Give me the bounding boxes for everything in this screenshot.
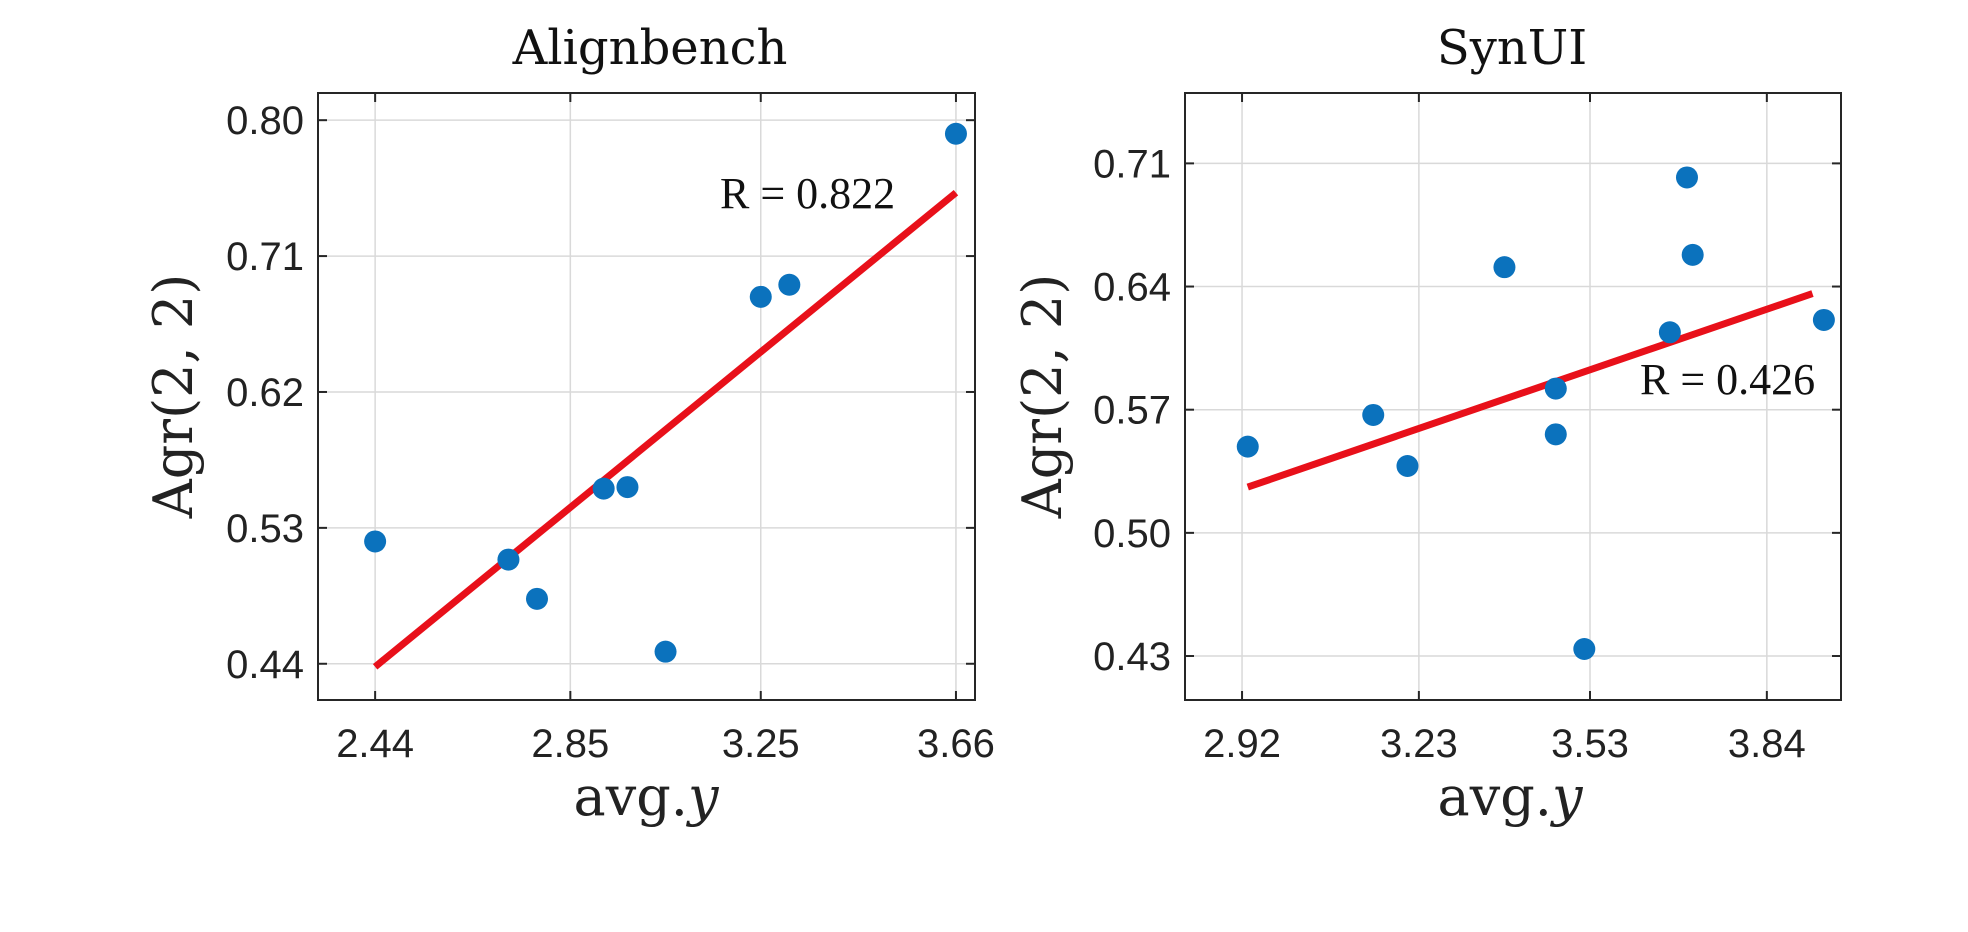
x-tick-label: 3.53	[1551, 722, 1629, 766]
chart-panel-alignbench: Alignbench 2.44 2.85 3.25 3.66 0.80 0.71 0.62 0…	[142, 20, 995, 828]
x-axis-label: avg.y	[1438, 765, 1584, 828]
y-tick-label: 0.80	[226, 99, 304, 143]
plot-frame	[317, 92, 976, 701]
y-tick-label: 0.64	[1093, 266, 1171, 310]
y-axis-label: Agr(2, 2)	[142, 274, 205, 520]
plot-frame	[1184, 92, 1842, 701]
scatter-point	[1396, 454, 1419, 477]
scatter-point	[1362, 403, 1385, 426]
y-tick-label: 0.44	[226, 643, 304, 687]
scatter-point	[1658, 321, 1681, 344]
y-tick-label: 0.43	[1093, 635, 1171, 679]
y-tick-label: 0.71	[1093, 142, 1171, 186]
scatter-point	[944, 122, 967, 145]
x-tick-label: 2.92	[1203, 722, 1281, 766]
x-axis-label-prefix: avg.	[574, 765, 688, 828]
y-tick-label: 0.50	[1093, 512, 1171, 556]
x-tick-label: 3.25	[722, 722, 800, 766]
y-tick-label: 0.53	[226, 507, 304, 551]
scatter-point	[654, 640, 677, 663]
regression-line	[1246, 290, 1814, 491]
y-tick-label: 0.71	[226, 235, 304, 279]
x-tick-label: 2.44	[336, 722, 414, 766]
chart-title: SynUI	[1437, 20, 1587, 76]
regression-line	[372, 189, 959, 670]
scatter-point	[1812, 308, 1835, 331]
scatter-point	[1493, 256, 1516, 279]
x-tick-label: 3.66	[917, 722, 995, 766]
x-axis-label-variable: y	[1550, 765, 1584, 828]
y-axis-label: Agr(2, 2)	[1011, 274, 1074, 520]
scatter-point	[592, 477, 615, 500]
scatter-point	[1573, 637, 1596, 660]
scatter-point	[1236, 435, 1259, 458]
scatter-point	[526, 587, 548, 610]
scatter-point	[364, 530, 387, 553]
chart-panel-synui: SynUI 2.92 3.23 3.53 3.84 0.71 0.64 0.57 0.50 0.…	[1011, 20, 1842, 828]
correlation-annotation: R = 0.822	[720, 169, 895, 218]
x-tick-label: 2.85	[531, 722, 609, 766]
x-axis-label-prefix: avg.	[1438, 765, 1552, 828]
correlation-annotation: R = 0.426	[1640, 355, 1815, 404]
scatter-point	[749, 285, 772, 308]
x-axis-label-variable: y	[686, 765, 720, 828]
x-axis-label: avg.y	[574, 765, 720, 828]
scatter-point	[497, 548, 520, 571]
scatter-point	[1544, 377, 1567, 400]
scatter-point	[1544, 423, 1567, 446]
y-tick-label: 0.62	[226, 371, 304, 415]
scatter-point	[1681, 243, 1704, 266]
scatter-point	[778, 273, 801, 296]
scatter-point	[616, 476, 639, 499]
y-tick-label: 0.57	[1093, 389, 1171, 433]
x-tick-label: 3.84	[1728, 722, 1806, 766]
x-tick-label: 3.23	[1380, 722, 1458, 766]
scatter-point	[1675, 166, 1698, 189]
chart-title: Alignbench	[512, 20, 788, 76]
